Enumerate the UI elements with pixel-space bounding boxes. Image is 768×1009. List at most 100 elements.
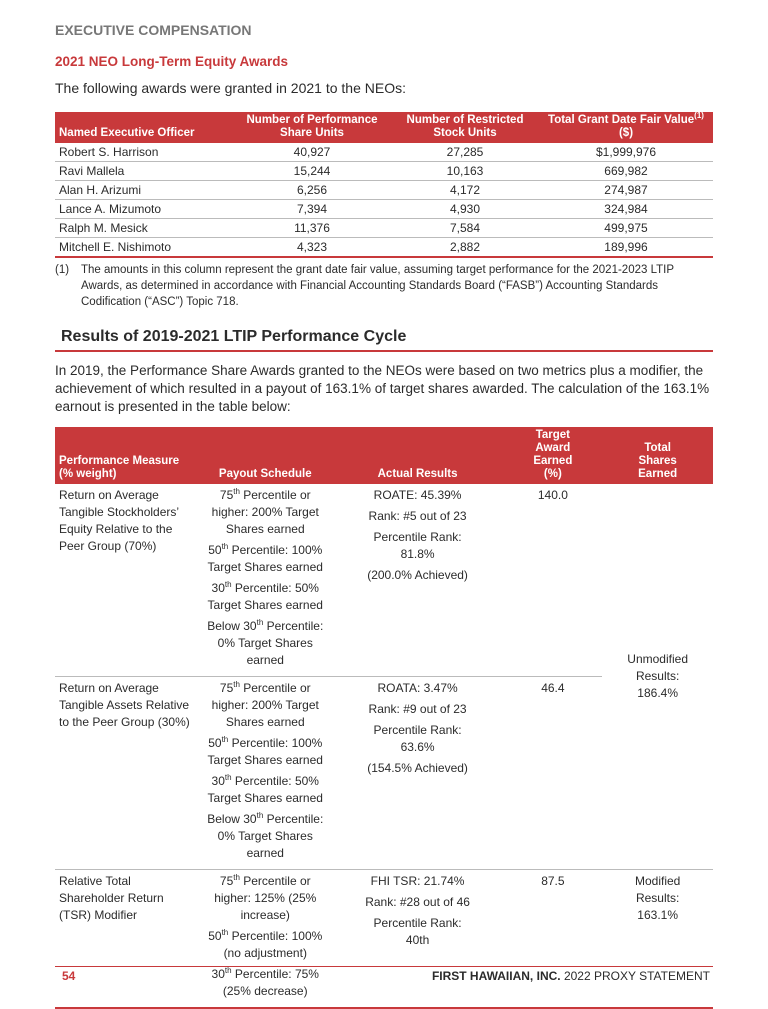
payout-text: Percentile: 0% Target Shares earned (217, 619, 324, 667)
footnote-ref: (1) (694, 111, 704, 121)
table-row: Relative Total Shareholder Return (TSR) … (55, 869, 713, 1009)
column-text: (% weight) (59, 468, 117, 480)
payout-text: Percentile: 75% (25% decrease) (222, 967, 319, 998)
payout-num: 30 (211, 774, 225, 788)
payout-item: 50th Percentile: 100% (no adjustment) (203, 928, 328, 962)
measure-cell: Relative Total Shareholder Return (TSR) … (55, 869, 199, 1009)
payout-item: 75th Percentile or higher: 125% (25% inc… (203, 873, 328, 924)
column-header: Actual Results (331, 427, 504, 484)
section-header: EXECUTIVE COMPENSATION (55, 22, 252, 38)
table-row: Alan H. Arizumi 6,256 4,172 274,987 (55, 180, 713, 200)
table-row: Return on Average Tangible Assets Relati… (55, 676, 713, 870)
payout-item: 50th Percentile: 100% Target Shares earn… (203, 542, 328, 576)
column-unit: ($) (618, 127, 634, 139)
column-header: Named Executive Officer (55, 112, 233, 143)
doc-title: 2022 PROXY STATEMENT (560, 969, 710, 983)
measure-cell: Return on Average Tangible Stockholders’… (55, 484, 199, 677)
total-cell: Unmodified Results: 186.4% (602, 484, 713, 870)
payout-text: Percentile: 0% Target Shares earned (217, 812, 324, 860)
actual-cell: ROATA: 3.47% Rank: #9 out of 23 Percentile… (331, 676, 504, 870)
payout-item: 30th Percentile: 50% Target Shares earne… (203, 773, 328, 807)
payout-item: 75th Percentile or higher: 200% Target S… (203, 680, 328, 731)
total-cell: Modified Results: 163.1% (602, 869, 713, 1009)
actual-item: (200.0% Achieved) (367, 568, 468, 582)
results-table: Performance Measure (% weight) Payout Sch… (55, 427, 713, 1009)
column-header: Performance Measure (% weight) (55, 427, 199, 484)
actual-cell: FHI TSR: 21.74% Rank: #28 out of 46 Percen… (331, 869, 504, 1009)
payout-text: Percentile: 100% (no adjustment) (223, 929, 323, 960)
column-header: Number of Restricted Stock Units (391, 112, 539, 143)
table-row: Lance A. Mizumoto 7,394 4,930 324,984 (55, 199, 713, 219)
column-header: Total Grant Date Fair Value(1) ($) (539, 112, 713, 143)
payout-num: 75 (219, 681, 234, 695)
actual-item: Rank: #28 out of 46 (365, 895, 470, 909)
results-title: Results of 2019-2021 LTIP Performance Cy… (55, 328, 713, 352)
table-cell: 40,927 (233, 143, 391, 162)
payout-text: Percentile: 50% Target Shares earned (207, 774, 323, 805)
payout-sup: th (233, 680, 240, 689)
footnote: (1) The amounts in this column represent… (55, 262, 715, 310)
payout-cell: 75th Percentile or higher: 125% (25% inc… (198, 869, 332, 1009)
column-header: Target Award Earned (%) (503, 427, 603, 484)
payout-item: Below 30th Percentile: 0% Target Shares … (203, 811, 328, 862)
table-row: Mitchell E. Nishimoto 4,323 2,882 189,996 (55, 237, 713, 258)
payout-sup: th (221, 928, 229, 937)
company: FIRST HAWAIIAN, INC. (431, 969, 561, 983)
footer-text: FIRST HAWAIIAN, INC. 2022 PROXY STATEMEN… (432, 969, 710, 983)
table-cell: 324,984 (539, 199, 713, 219)
table-cell: 10,163 (391, 161, 539, 181)
payout-cell: 75th Percentile or higher: 200% Target S… (198, 676, 332, 870)
table-cell: Mitchell E. Nishimoto (55, 237, 233, 258)
table-cell: Ralph M. Mesick (55, 218, 233, 238)
actual-item: Rank: #9 out of 23 (368, 702, 467, 716)
payout-sup: th (224, 773, 232, 782)
target-cell: 140.0 (503, 484, 603, 677)
table-cell: Robert S. Harrison (55, 143, 233, 162)
payout-text: Percentile: 50% Target Shares earned (207, 581, 323, 612)
payout-num: 30 (211, 581, 225, 595)
payout-item: 30th Percentile: 75% (25% decrease) (203, 966, 328, 1000)
column-header: Number of Performance Share Units (233, 112, 391, 143)
table-cell: $1,999,976 (539, 143, 713, 162)
table-cell: 189,996 (539, 237, 713, 258)
actual-item: FHI TSR: 21.74% (370, 874, 465, 888)
table-row: Ralph M. Mesick 11,376 7,584 499,975 (55, 218, 713, 238)
payout-sup: th (233, 487, 240, 496)
table-cell: 2,882 (391, 237, 539, 258)
payout-sup: th (221, 735, 229, 744)
table-cell: 4,323 (233, 237, 391, 258)
table-cell: 7,394 (233, 199, 391, 219)
payout-num: 75 (219, 874, 234, 888)
payout-text: Percentile: 100% Target Shares earned (207, 736, 323, 767)
payout-sup: th (233, 873, 240, 882)
table-cell: 27,285 (391, 143, 539, 162)
payout-sup: th (221, 542, 229, 551)
payout-item: 50th Percentile: 100% Target Shares earn… (203, 735, 328, 769)
table-cell: 15,244 (233, 161, 391, 181)
payout-text: Percentile or higher: 125% (25% increase… (214, 874, 317, 922)
payout-num: Below 30 (207, 619, 257, 633)
payout-num: 50 (208, 736, 222, 750)
payout-text: Percentile or higher: 200% Target Shares… (211, 488, 319, 536)
actual-item: ROATE: 45.39% (373, 488, 462, 502)
payout-sup: th (256, 811, 264, 820)
table-cell: Alan H. Arizumi (55, 180, 233, 200)
table-cell: 669,982 (539, 161, 713, 181)
actual-item: Percentile Rank: 81.8% (373, 530, 462, 561)
awards-intro: The following awards were granted in 202… (55, 80, 406, 96)
actual-item: (154.5% Achieved) (367, 761, 468, 775)
actual-item: Rank: #5 out of 23 (368, 509, 467, 523)
footnote-text: The amounts in this column represent the… (81, 264, 674, 308)
table-cell: 7,584 (391, 218, 539, 238)
table-row: Ravi Mallela 15,244 10,163 669,982 (55, 161, 713, 181)
payout-text: Percentile: 100% Target Shares earned (207, 543, 323, 574)
table-cell: 499,975 (539, 218, 713, 238)
payout-num: Below 30 (207, 812, 257, 826)
column-text: Total Grant Date Fair Value (548, 114, 695, 126)
page-number: 54 (62, 969, 76, 983)
table-cell: 4,172 (391, 180, 539, 200)
column-text: Performance Measure (59, 455, 180, 467)
table-cell: Lance A. Mizumoto (55, 199, 233, 219)
payout-sup: th (256, 618, 264, 627)
payout-item: 30th Percentile: 50% Target Shares earne… (203, 580, 328, 614)
